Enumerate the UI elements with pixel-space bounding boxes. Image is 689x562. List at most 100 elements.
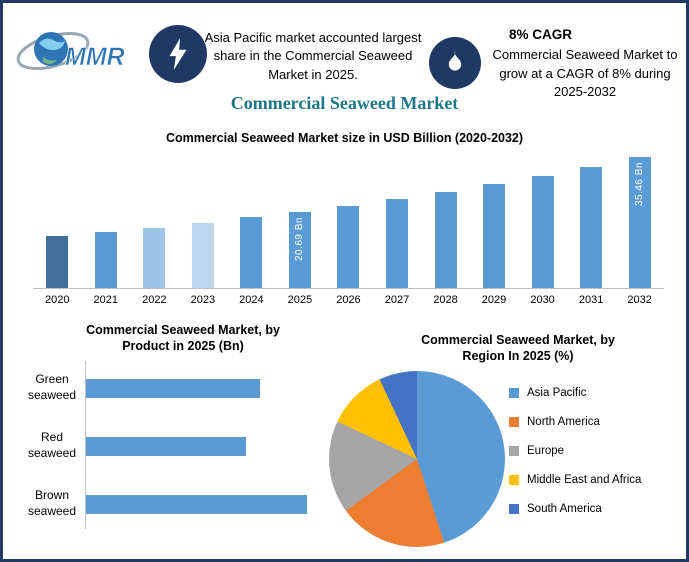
- bar-column-2025: 20.69 Bn 2025: [275, 149, 325, 306]
- logo-text: MMR: [65, 43, 125, 71]
- flame-badge: [429, 37, 481, 89]
- x-tick-2021: 2021: [93, 294, 119, 306]
- lightning-badge: [149, 25, 207, 83]
- legend-item-south-america: South America: [509, 503, 641, 515]
- bar-area-2026: [324, 149, 373, 289]
- legend-marker: [509, 504, 519, 514]
- bar-column-2026: 2026: [324, 149, 373, 306]
- bar-2024: [240, 217, 263, 288]
- legend-label: Asia Pacific: [527, 387, 587, 399]
- legend-marker: [509, 475, 519, 485]
- bar-2031: [580, 167, 603, 288]
- product-bar-green: [86, 378, 260, 398]
- mmr-logo: MMR: [13, 17, 145, 81]
- legend-label: North America: [527, 416, 600, 428]
- bar-column-2021: 2021: [81, 149, 131, 306]
- bar-column-2032: 35.46 Bn 2032: [615, 149, 664, 306]
- bar-area-2021: [81, 149, 131, 289]
- legend-marker: [509, 417, 519, 427]
- bar-area-2022: [130, 149, 179, 289]
- bar-2026: [337, 206, 360, 288]
- bar-area-2031: [566, 149, 616, 289]
- bar-column-2022: 2022: [130, 149, 179, 306]
- bar-column-2027: 2027: [372, 149, 422, 306]
- region-chart-title: Commercial Seaweed Market, by Region In …: [421, 333, 615, 363]
- legend-item-middle-east-and-africa: Middle East and Africa: [509, 474, 641, 486]
- bar-column-2029: 2029: [469, 149, 519, 306]
- product-bar-brown: [86, 494, 307, 514]
- bar-2025: 20.69 Bn: [288, 212, 311, 288]
- bar-column-2023: 2023: [178, 149, 228, 306]
- cagr-value: 8% CAGR: [509, 27, 573, 42]
- legend-marker: [509, 446, 519, 456]
- product-chart-title: Commercial Seaweed Market, by Product in…: [86, 323, 280, 353]
- bar-column-2020: 2020: [33, 149, 82, 306]
- bar-value-label-2025: 20.69 Bn: [294, 217, 306, 262]
- region-pie-chart: [329, 371, 505, 547]
- legend-item-asia-pacific: Asia Pacific: [509, 387, 641, 399]
- legend-item-europe: Europe: [509, 445, 641, 457]
- lightning-bolt-icon: [169, 38, 187, 70]
- product-label: Red seaweed: [27, 430, 77, 460]
- bar-column-2028: 2028: [421, 149, 470, 306]
- legend-label: Middle East and Africa: [527, 474, 642, 486]
- fact-right-block: 8% CAGR Commercial Seaweed Market to gro…: [485, 25, 685, 102]
- product-bar-chart: Green seaweed Red seaweed Brown seaweed: [19, 359, 349, 535]
- x-tick-2027: 2027: [384, 294, 410, 306]
- x-tick-2020: 2020: [45, 294, 70, 306]
- page-title: Commercial Seaweed Market: [230, 93, 459, 113]
- bar-2028: [434, 192, 457, 288]
- bar-column-2024: 2024: [227, 149, 276, 306]
- x-tick-2031: 2031: [578, 294, 604, 306]
- legend-label: South America: [527, 503, 602, 515]
- bar-2027: [385, 199, 408, 288]
- bar-chart-title: Commercial Seaweed Market size in USD Bi…: [165, 131, 524, 145]
- bar-area-2027: [372, 149, 422, 289]
- bar-area-2029: [469, 149, 519, 289]
- product-row-brown: Brown seaweed: [19, 475, 349, 533]
- product-row-green: Green seaweed: [19, 359, 349, 417]
- x-tick-2026: 2026: [336, 294, 361, 306]
- fact-right-text: Commercial Seaweed Market to grow at a C…: [492, 47, 678, 100]
- legend-label: Europe: [527, 445, 565, 457]
- bar-2023: [191, 223, 214, 288]
- market-size-bar-chart: 2020 2021 2022 2023 2024 20.69 Bn 2025 2026 2027…: [33, 149, 664, 306]
- bar-2029: [483, 184, 506, 288]
- bar-2022: [143, 228, 166, 288]
- x-tick-2030: 2030: [530, 294, 555, 306]
- x-tick-2023: 2023: [190, 294, 216, 306]
- bar-2030: [531, 176, 554, 288]
- x-tick-2029: 2029: [481, 294, 507, 306]
- bar-area-2032: 35.46 Bn: [615, 149, 664, 289]
- product-label: Green seaweed: [27, 372, 77, 402]
- bar-area-2030: [518, 149, 567, 289]
- product-label: Brown seaweed: [27, 488, 77, 518]
- product-bar-area: [85, 417, 349, 475]
- bar-2021: [94, 232, 117, 288]
- x-tick-2025: 2025: [287, 294, 313, 306]
- flame-icon: [448, 51, 462, 71]
- bar-2032: 35.46 Bn: [628, 157, 651, 288]
- product-bar-red: [86, 436, 247, 456]
- bar-area-2023: [178, 149, 228, 289]
- legend-item-north-america: North America: [509, 416, 641, 428]
- bar-area-2020: [33, 149, 82, 289]
- bar-2020: [46, 236, 69, 288]
- bar-area-2025: 20.69 Bn: [275, 149, 325, 289]
- x-tick-2022: 2022: [142, 294, 167, 306]
- product-bar-area: [85, 475, 349, 533]
- legend-marker: [509, 388, 519, 398]
- product-row-red: Red seaweed: [19, 417, 349, 475]
- bar-column-2030: 2030: [518, 149, 567, 306]
- bar-area-2028: [421, 149, 470, 289]
- product-bar-area: [85, 359, 349, 417]
- x-tick-2028: 2028: [433, 294, 458, 306]
- bar-value-label-2032: 35.46 Bn: [634, 162, 646, 207]
- region-legend: Asia Pacific North America Europe Middle Ea…: [509, 387, 641, 532]
- x-tick-2024: 2024: [239, 294, 264, 306]
- bar-area-2024: [227, 149, 276, 289]
- mmr-logo-graphic: MMR: [16, 31, 125, 71]
- fact-left-text: Asia Pacific market accounted largest sh…: [204, 30, 422, 82]
- x-tick-2032: 2032: [627, 294, 652, 306]
